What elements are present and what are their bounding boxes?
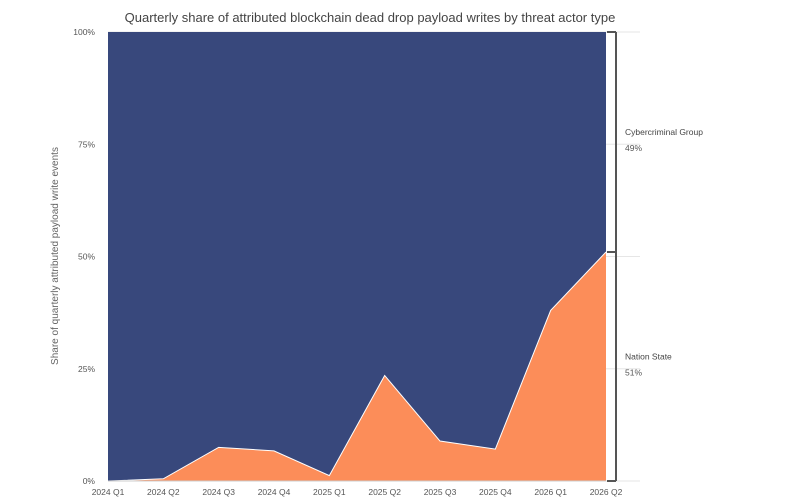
annotation-value-cybercriminal-group: 49% [625, 143, 642, 153]
annotation-value-nation-state: 51% [625, 368, 642, 378]
chart-title: Quarterly share of attributed blockchain… [125, 10, 616, 25]
y-tick-label: 0% [83, 476, 96, 486]
x-tick-label: 2025 Q1 [313, 487, 346, 497]
y-tick-label: 50% [78, 252, 95, 262]
x-tick-label: 2024 Q1 [92, 487, 125, 497]
x-tick-label: 2025 Q3 [424, 487, 457, 497]
x-tick-label: 2024 Q3 [202, 487, 235, 497]
area-cybercriminal-group [108, 32, 606, 481]
y-tick-label: 100% [73, 27, 95, 37]
series-annotations: Cybercriminal Group 49% Nation State 51% [607, 31, 703, 482]
axes: 0% 25% 50% 75% 100% 2024 Q1 2024 Q2 2024 Q3 2024… [73, 27, 622, 497]
annotation-label-cybercriminal-group: Cybercriminal Group [625, 127, 703, 137]
y-tick-label: 25% [78, 364, 95, 374]
x-tick-label: 2025 Q4 [479, 487, 512, 497]
y-tick-label: 75% [78, 139, 95, 149]
bracket-cybercriminal-group [607, 31, 617, 254]
boundary-line [107, 251, 607, 482]
bracket-nation-state [607, 251, 617, 482]
y-axis-label: Share of quarterly attributed payload wr… [50, 147, 61, 365]
x-tick-label: 2024 Q4 [258, 487, 291, 497]
x-tick-label: 2026 Q1 [534, 487, 567, 497]
area-series [107, 32, 607, 482]
x-tick-label: 2026 Q2 [590, 487, 623, 497]
annotation-label-nation-state: Nation State [625, 352, 672, 362]
x-tick-label: 2025 Q2 [368, 487, 401, 497]
area-nation-state [108, 252, 606, 481]
x-tick-label: 2024 Q2 [147, 487, 180, 497]
